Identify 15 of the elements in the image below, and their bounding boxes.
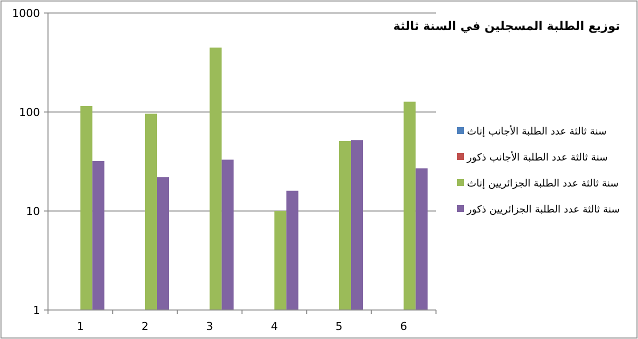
legend-label: سنة ثالثة عدد الطلبة الجزائريين إناث	[467, 178, 619, 190]
legend-label: سنة ثالثة عدد الطلبة الأجانب ذكور	[466, 150, 608, 164]
y-tick-label: 10	[26, 204, 40, 218]
x-tick-label: 5	[336, 320, 342, 333]
x-tick-label: 3	[206, 320, 214, 333]
y-tick-label: 1	[33, 304, 40, 317]
legend-label: سنة ثالثة عدد الطلبة الجزائريين ذكور	[466, 204, 620, 216]
text: توزيع الطلبة المسجلين في السنة ثالثة	[393, 19, 620, 33]
x-tick-label: 2	[142, 320, 148, 333]
legend-label: سنة ثالثة عدد الطلبة الأجانب إناث	[467, 124, 607, 138]
x-tick-label: 1	[76, 320, 84, 333]
x-tick-label: 6	[400, 320, 408, 333]
x-tick-label: 4	[270, 320, 278, 333]
y-tick-label: 100	[19, 106, 40, 119]
y-tick-label: 1000	[12, 6, 40, 20]
